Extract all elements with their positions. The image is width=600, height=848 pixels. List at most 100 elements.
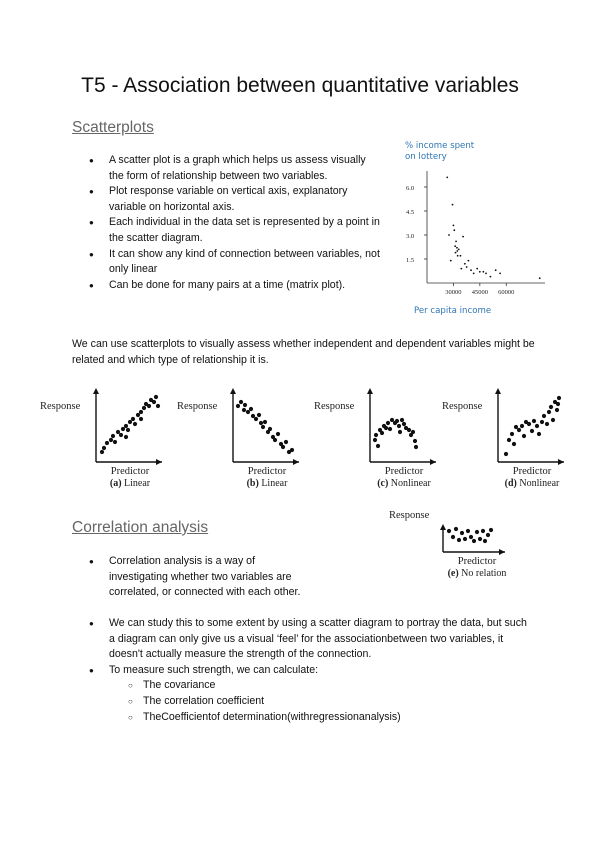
panel-dot: [413, 444, 419, 450]
panel-dot: [238, 399, 244, 405]
panel-dot: [141, 405, 147, 411]
panel-dot: [516, 427, 522, 433]
list-item: Plot response variable on vertical axis,…: [86, 184, 382, 215]
panel-dot: [110, 433, 116, 439]
scatter-point: [454, 251, 457, 254]
panel-dot: [513, 424, 519, 430]
panel-dot: [138, 416, 144, 422]
panel-dot: [531, 418, 537, 424]
scatter-point: [482, 270, 485, 273]
panel-dot: [130, 416, 136, 422]
panel-ylabel: Response: [389, 510, 430, 521]
list-item: Each individual in the data set is repre…: [86, 215, 382, 246]
section-heading-scatterplots: Scatterplots: [72, 119, 154, 136]
section-heading-correlation: Correlation analysis: [72, 519, 209, 536]
panel-dot: [554, 407, 560, 413]
scatter-point: [467, 259, 470, 262]
panel-dot: [403, 425, 409, 431]
scatter-point: [489, 275, 492, 278]
scatter-point: [462, 235, 465, 238]
panel-dot: [485, 532, 491, 538]
scatter-point: [499, 272, 501, 275]
x-axis-arrow: [156, 459, 162, 465]
panel-dot: [453, 526, 459, 532]
panel-dot: [401, 421, 407, 427]
x-tick-label: 45000: [472, 289, 488, 296]
panel-dot: [511, 441, 517, 447]
panel-dot: [410, 429, 416, 435]
sub-list-item: The covariance: [127, 678, 532, 694]
panel-dot: [474, 529, 480, 535]
x-tick-label: 30000: [445, 289, 461, 296]
panel-nonlinear-curve: Response Predictor(c) Nonlinear: [314, 388, 436, 489]
panel-ylabel: Response: [40, 401, 81, 412]
panel-dot: [265, 429, 271, 435]
panel-dot: [253, 416, 259, 422]
list-item: Can be done for many pairs at a time (ma…: [86, 278, 382, 294]
panel-caption-tag: (c): [377, 478, 391, 489]
panel-dot: [408, 432, 414, 438]
panel-dot: [132, 421, 138, 427]
panel-dot: [506, 437, 512, 443]
y-axis-arrow: [440, 524, 446, 530]
panel-dot: [541, 413, 547, 419]
panel-caption-tag: (e): [448, 568, 462, 579]
scatter-point: [494, 269, 497, 272]
panel-ylabel: Response: [314, 401, 355, 412]
panel-dot: [245, 409, 251, 415]
panel-dot: [412, 438, 418, 444]
scatter-point: [456, 246, 458, 249]
panel-dot: [521, 433, 527, 439]
scatter-point: [463, 262, 466, 265]
y-tick-label: 6.0: [406, 185, 414, 192]
scatter-point: [451, 203, 454, 206]
panel-dot: [272, 437, 278, 443]
scatter-point: [449, 259, 452, 262]
panel-dot: [480, 528, 486, 534]
panel-linear-positive: Response Predictor(a) Linear: [40, 388, 162, 489]
y-axis-arrow: [93, 388, 99, 394]
scatter-point: [455, 240, 457, 243]
panel-caption: (d) Nonlinear: [505, 478, 560, 489]
sub-list-item: The correlation coefficient: [127, 694, 532, 710]
tick-labels: 1.5 3.0 4.5 6.0 30000 45000 60000: [406, 185, 514, 296]
x-axis-arrow: [499, 549, 505, 555]
panel-caption-text: No relation: [461, 568, 506, 579]
panel-dot: [548, 404, 554, 410]
panel-dot: [125, 427, 131, 433]
panel-dot: [101, 445, 107, 451]
intro-paragraph: We can use scatterplots to visually asse…: [72, 338, 535, 366]
x-axis-arrow: [430, 459, 436, 465]
scatter-point: [485, 272, 487, 275]
lottery-chart-ylabel: % income spent on lottery: [405, 141, 474, 163]
panel-xlabel: Predictor: [385, 466, 424, 477]
panel-dot: [406, 427, 412, 433]
scatter-point: [538, 277, 541, 280]
panel-dot: [373, 432, 379, 438]
panel-dot: [377, 427, 383, 433]
panel-caption: (e) No relation: [448, 568, 507, 579]
panel-xlabel: Predictor: [513, 466, 552, 477]
y-tick-label: 1.5: [406, 257, 414, 264]
panel-ylabel: Response: [177, 401, 218, 412]
list-item: Correlation analysis is a way of investi…: [86, 554, 306, 601]
panel-dot: [450, 534, 456, 540]
ylabel-line: % income spent: [405, 141, 475, 151]
panel-dot: [462, 536, 468, 542]
panel-dot: [118, 432, 124, 438]
panel-dot: [503, 451, 509, 457]
panel-dot: [482, 538, 488, 544]
scatter-point: [448, 234, 450, 236]
panel-caption: (c) Nonlinear: [377, 478, 431, 489]
panel-dot: [536, 431, 542, 437]
sub-list-item: TheCoefficientof determination(withregre…: [127, 710, 532, 726]
panel-dot: [552, 399, 558, 405]
panel-xlabel: Predictor: [458, 556, 497, 567]
panel-dot: [235, 403, 241, 409]
lottery-chart-xlabel: Per capita income: [414, 306, 492, 316]
y-axis-arrow: [495, 388, 501, 394]
panel-dot: [270, 434, 276, 440]
scatter-point: [453, 229, 456, 232]
panel-dot: [267, 426, 273, 432]
x-axis-arrow: [558, 459, 564, 465]
